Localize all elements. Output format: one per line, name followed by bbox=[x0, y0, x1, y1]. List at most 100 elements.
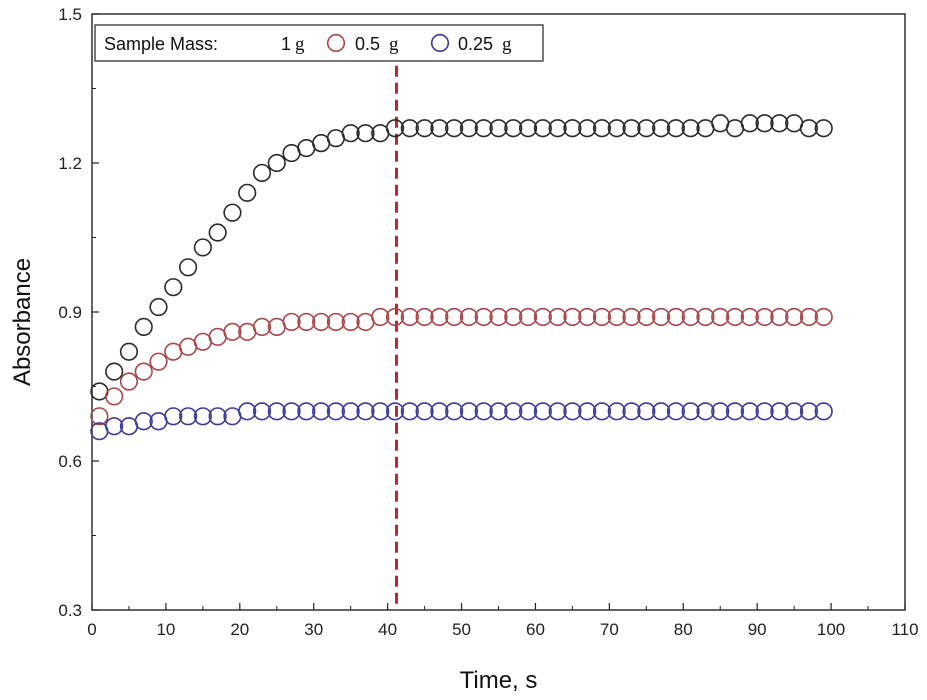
data-point bbox=[518, 119, 538, 138]
legend-entry-value: 0.5 bbox=[355, 34, 380, 54]
data-point bbox=[622, 119, 641, 138]
data-point bbox=[711, 307, 730, 327]
data-point bbox=[578, 402, 597, 421]
data-point bbox=[799, 307, 819, 327]
data-point bbox=[326, 312, 346, 332]
data-point bbox=[105, 387, 124, 406]
data-point bbox=[504, 402, 523, 421]
data-point bbox=[533, 119, 552, 138]
data-point bbox=[385, 402, 405, 421]
y-tick-label: 1.2 bbox=[58, 154, 82, 173]
data-point bbox=[548, 307, 567, 327]
data-point bbox=[252, 402, 272, 421]
data-point bbox=[312, 402, 331, 421]
data-point bbox=[651, 402, 671, 421]
data-point bbox=[666, 119, 685, 138]
x-tick-label: 40 bbox=[378, 620, 397, 639]
data-point bbox=[400, 307, 419, 327]
data-point bbox=[430, 307, 449, 327]
data-point bbox=[90, 407, 109, 426]
data-point bbox=[474, 402, 493, 421]
x-tick-label: 20 bbox=[230, 620, 249, 639]
legend-title: Sample Mass: bbox=[104, 34, 218, 54]
data-point bbox=[740, 307, 759, 327]
data-point bbox=[208, 223, 227, 242]
data-point bbox=[681, 402, 700, 421]
data-point bbox=[400, 119, 419, 138]
data-point bbox=[149, 297, 168, 317]
data-point bbox=[459, 307, 479, 327]
x-tick-label: 60 bbox=[526, 620, 545, 639]
data-point bbox=[415, 119, 434, 138]
data-point bbox=[504, 119, 523, 138]
data-point bbox=[651, 307, 671, 327]
data-point bbox=[371, 402, 390, 421]
data-point bbox=[193, 238, 212, 257]
data-point bbox=[267, 153, 286, 173]
data-point bbox=[755, 114, 774, 133]
data-point bbox=[637, 307, 656, 327]
data-point bbox=[681, 119, 700, 138]
data-point bbox=[252, 163, 272, 183]
data-point bbox=[666, 307, 685, 327]
legend-entry-unit: g bbox=[389, 34, 399, 55]
legend-entry-unit: g bbox=[502, 34, 512, 55]
x-tick-label: 100 bbox=[817, 620, 845, 639]
data-point bbox=[223, 203, 242, 222]
data-point bbox=[696, 402, 715, 421]
data-point bbox=[563, 307, 582, 327]
data-point bbox=[607, 119, 626, 138]
data-point bbox=[238, 183, 257, 202]
data-point bbox=[371, 307, 390, 327]
data-point bbox=[341, 124, 360, 143]
data-point bbox=[592, 402, 612, 421]
series-0.25-g bbox=[90, 402, 833, 441]
data-point bbox=[637, 402, 656, 421]
data-point bbox=[385, 119, 405, 138]
data-point bbox=[297, 402, 316, 421]
legend-entries: 1 g 0.5 g 0.25 g bbox=[281, 33, 512, 55]
data-point bbox=[252, 317, 272, 337]
data-point bbox=[415, 307, 434, 327]
data-point bbox=[445, 402, 464, 421]
data-point bbox=[785, 402, 804, 421]
data-point bbox=[134, 362, 153, 381]
data-point bbox=[696, 307, 715, 327]
data-point bbox=[578, 119, 597, 138]
data-point bbox=[459, 119, 479, 138]
data-point bbox=[400, 402, 419, 421]
data-point bbox=[681, 307, 700, 327]
data-point bbox=[282, 312, 301, 332]
data-point bbox=[356, 402, 375, 421]
data-point bbox=[356, 124, 375, 143]
data-point bbox=[533, 402, 552, 421]
data-point bbox=[489, 119, 508, 138]
data-point bbox=[430, 402, 449, 421]
data-point bbox=[267, 402, 286, 421]
data-point bbox=[548, 119, 567, 138]
data-point bbox=[592, 307, 612, 327]
data-point bbox=[725, 402, 745, 421]
series-0.5-g bbox=[90, 307, 833, 426]
y-tick-label: 0.3 bbox=[58, 601, 82, 620]
data-point bbox=[385, 307, 405, 327]
data-point bbox=[770, 114, 789, 133]
data-point bbox=[312, 312, 331, 332]
legend-entry-value: 0.25 bbox=[458, 34, 493, 54]
data-point bbox=[504, 307, 523, 327]
data-point bbox=[725, 307, 745, 327]
data-point bbox=[666, 402, 685, 421]
data-point bbox=[474, 119, 493, 138]
data-point bbox=[415, 402, 434, 421]
data-point bbox=[651, 119, 671, 138]
data-point bbox=[430, 119, 449, 138]
data-point bbox=[814, 307, 833, 327]
data-point bbox=[134, 412, 153, 431]
data-point bbox=[341, 312, 360, 332]
legend-box bbox=[94, 24, 544, 62]
axis-ticks: 0 10 20 30 40 50 60 70 80 90 100 110 0.3 0.6 0.9 1.2 1.5 bbox=[58, 5, 918, 639]
data-point bbox=[178, 258, 198, 277]
plot-area bbox=[91, 13, 906, 611]
data-point bbox=[223, 322, 242, 341]
